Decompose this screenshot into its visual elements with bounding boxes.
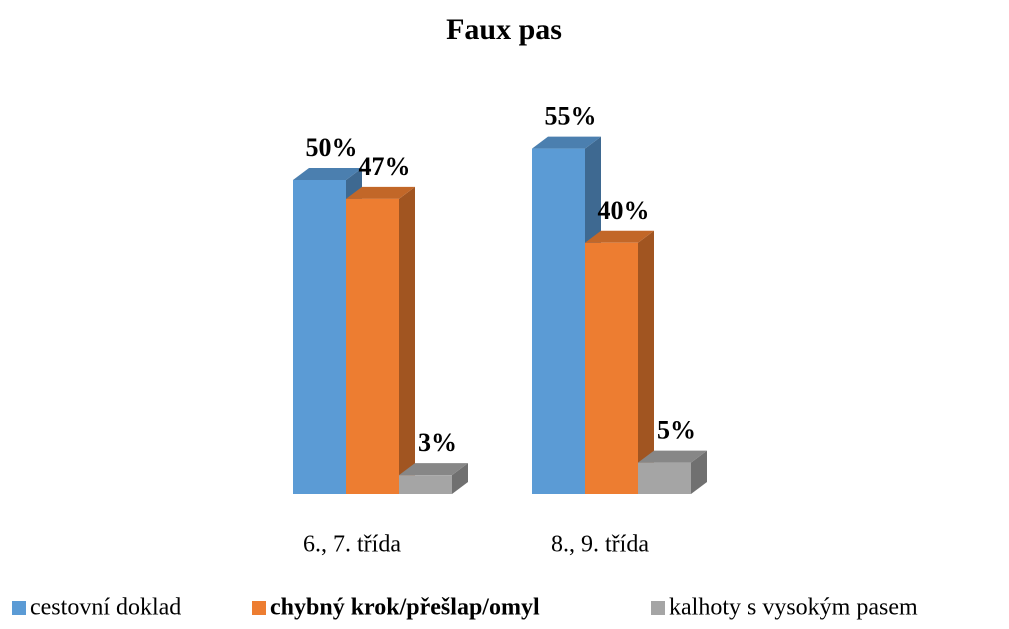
bar <box>399 463 468 494</box>
data-label: 50% <box>306 133 358 162</box>
data-label: 5% <box>657 416 696 445</box>
bar-side <box>452 463 468 494</box>
data-label: 40% <box>598 196 650 225</box>
bar <box>532 136 601 494</box>
x-tick-label: 8., 9. třída <box>551 532 649 558</box>
bar <box>346 186 415 494</box>
data-label: 55% <box>545 102 597 131</box>
bar-side <box>399 186 415 494</box>
bar-top <box>346 186 415 199</box>
legend-label: kalhoty s vysokým pasem <box>669 595 918 621</box>
legend-swatch <box>252 601 266 615</box>
bar-top <box>638 450 707 463</box>
bar-front <box>532 148 585 494</box>
bar <box>638 450 707 494</box>
bar-top <box>532 136 601 149</box>
bar-side <box>638 230 654 495</box>
data-label: 3% <box>418 428 457 457</box>
chart-title: Faux pas <box>446 13 562 46</box>
bar-front <box>638 462 691 494</box>
x-tick-label: 6., 7. třída <box>303 532 401 558</box>
legend-label: chybný krok/přešlap/omyl <box>270 595 540 621</box>
bar <box>585 230 654 495</box>
legend-swatch <box>651 601 665 615</box>
bar-side <box>691 450 707 494</box>
legend-swatch <box>12 601 26 615</box>
legend-label: cestovní doklad <box>30 595 181 621</box>
bar-top <box>293 168 362 180</box>
bar-front <box>293 180 346 494</box>
bar-front <box>585 242 638 494</box>
bar-front <box>346 198 399 494</box>
bar-top <box>399 463 468 476</box>
bar-front <box>399 475 452 494</box>
data-label: 47% <box>359 152 411 181</box>
bar-top <box>585 230 654 243</box>
